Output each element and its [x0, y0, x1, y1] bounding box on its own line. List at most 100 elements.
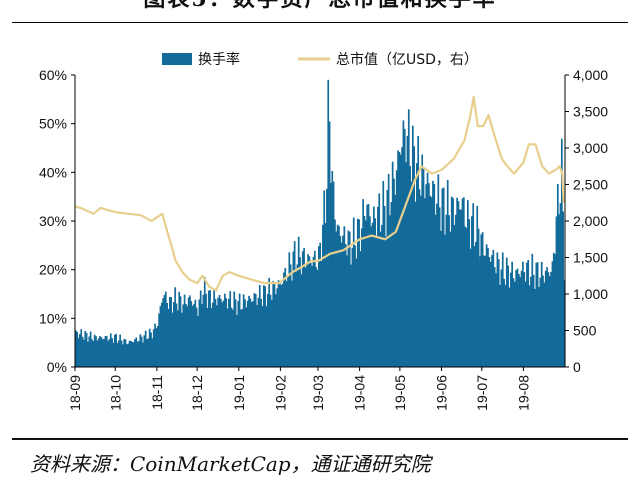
- bar: [85, 332, 88, 367]
- bar: [330, 182, 332, 367]
- bar: [150, 332, 152, 367]
- bar: [366, 204, 369, 367]
- bar: [551, 261, 554, 367]
- bar: [373, 206, 375, 367]
- bar: [197, 315, 199, 367]
- bar: [339, 236, 342, 367]
- bar: [103, 339, 105, 367]
- bar: [311, 265, 313, 367]
- bar: [261, 306, 264, 367]
- bar: [468, 219, 471, 367]
- y-left-tick-label: 60%: [39, 67, 67, 83]
- bar: [530, 276, 532, 367]
- bar: [202, 294, 205, 367]
- bar: [179, 296, 182, 367]
- y-left-tick-label: 10%: [39, 310, 67, 326]
- bar: [222, 300, 225, 367]
- bar: [299, 257, 301, 367]
- bar: [381, 224, 383, 367]
- bar: [487, 247, 489, 367]
- bar: [531, 253, 534, 367]
- bar: [559, 203, 562, 367]
- bar: [399, 154, 402, 367]
- bar: [132, 342, 135, 367]
- bar: [492, 249, 495, 367]
- bar: [101, 338, 104, 367]
- bar: [253, 293, 256, 367]
- bar: [401, 147, 403, 367]
- bar: [509, 272, 512, 367]
- bar: [100, 337, 103, 367]
- x-tick-label: 19-08: [515, 375, 531, 411]
- bar: [308, 256, 311, 367]
- bar: [91, 339, 93, 367]
- bar: [301, 251, 304, 367]
- bar: [340, 242, 343, 367]
- bar: [391, 161, 394, 367]
- x-tick-label: 19-01: [231, 375, 247, 411]
- bar: [524, 281, 527, 367]
- bar: [411, 125, 414, 368]
- bar: [369, 216, 371, 367]
- bar: [210, 308, 213, 367]
- bar: [552, 252, 555, 367]
- bar: [186, 306, 189, 367]
- bar: [151, 338, 154, 367]
- bar: [130, 340, 132, 367]
- bar: [475, 241, 477, 367]
- bar: [142, 342, 144, 367]
- bar: [370, 226, 373, 367]
- bar: [295, 271, 297, 367]
- bar: [446, 180, 449, 367]
- bar: [131, 342, 134, 367]
- bar: [523, 272, 526, 367]
- bar: [287, 275, 289, 367]
- bar: [121, 344, 124, 367]
- bar: [244, 299, 246, 367]
- x-tick-label: 18-09: [67, 375, 83, 411]
- bar: [405, 162, 407, 367]
- bar: [225, 298, 228, 367]
- bar: [146, 339, 148, 367]
- bar: [499, 284, 501, 367]
- bar: [374, 218, 377, 367]
- bar: [198, 299, 201, 367]
- bar: [238, 293, 241, 367]
- bar: [289, 264, 292, 367]
- x-tick-label: 19-07: [474, 375, 490, 411]
- bar: [359, 251, 362, 367]
- bar: [112, 342, 115, 367]
- bar: [548, 276, 551, 367]
- bar: [285, 281, 288, 367]
- bar: [540, 261, 543, 367]
- bar: [246, 300, 249, 367]
- bar: [483, 255, 485, 367]
- bar: [96, 340, 99, 367]
- y-right-tick-label: 4,000: [573, 67, 608, 83]
- bar-series: [75, 79, 566, 368]
- bar: [254, 293, 257, 367]
- source-note: 资料来源：CoinMarketCap，通证通研究院: [30, 452, 431, 476]
- bar: [534, 288, 536, 367]
- bar: [214, 298, 217, 367]
- bar: [97, 338, 100, 367]
- bar: [303, 247, 305, 367]
- bar: [181, 312, 183, 367]
- bar: [358, 219, 360, 367]
- bar: [393, 178, 395, 367]
- bar: [397, 150, 399, 367]
- bar: [319, 242, 322, 367]
- x-tick-label: 18-12: [189, 375, 205, 411]
- bar: [84, 330, 87, 367]
- bar: [221, 302, 224, 367]
- bar: [539, 277, 542, 367]
- x-tick-label: 19-02: [272, 375, 288, 411]
- bar: [331, 170, 334, 367]
- bar: [135, 337, 138, 367]
- bar: [456, 197, 458, 367]
- bar: [422, 169, 425, 367]
- bar: [317, 246, 320, 367]
- bar: [326, 188, 328, 367]
- bar: [434, 214, 437, 367]
- bar: [177, 310, 179, 367]
